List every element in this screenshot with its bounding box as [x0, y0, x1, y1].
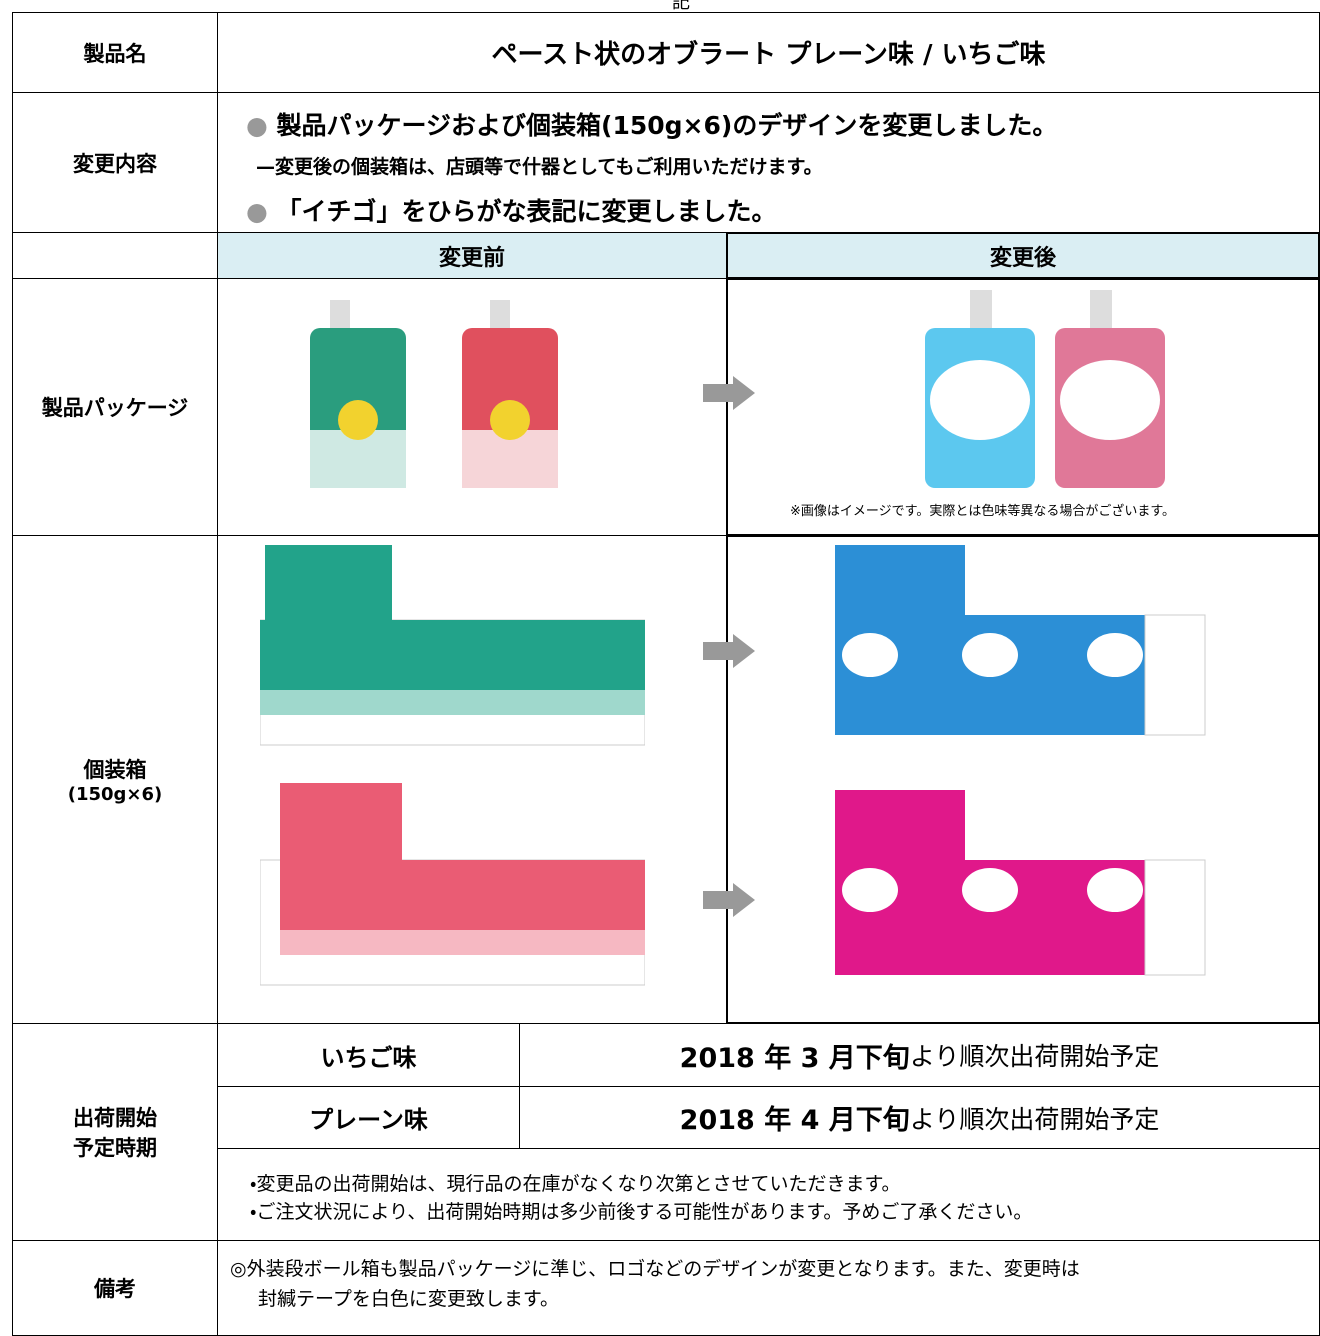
change-item: ● 「イチゴ」をひらがな表記に変更しました。: [246, 192, 777, 228]
text: 「イチゴ」をひらがな表記に変更しました。: [276, 197, 777, 226]
arrow: [703, 634, 755, 668]
label: 製品パッケージ: [12, 278, 218, 536]
new-boxes: [835, 545, 1206, 976]
product-name: ペースト状のオブラート プレーン味 / いちご味: [217, 12, 1320, 93]
label: 製品名: [12, 12, 218, 93]
note: ・変更品の出荷開始は、現行品の在庫がなくなり次第とさせていただきます。: [250, 1173, 901, 1195]
bullet: ●: [246, 111, 268, 140]
suffix: より順次出荷開始予定: [909, 1042, 1160, 1071]
change-item: ● 製品パッケージおよび個装箱(150g×6)のデザインを変更しました。: [246, 106, 1057, 142]
note: ※画像はイメージです。実際とは色味等異なる場合がございます。: [790, 504, 1176, 519]
flavor: いちご味: [217, 1023, 520, 1087]
remark-line: 封緘テープを白色に変更致します。: [258, 1288, 559, 1310]
arrow: [703, 883, 755, 917]
date-cell: 2018 年 4 月下旬 より順次出荷開始予定: [519, 1086, 1320, 1149]
sublabel: (150g×6): [67, 784, 163, 805]
remarks: ◎外装段ボール箱も製品パッケージに準じ、ロゴなどのデザインが変更となります。また…: [230, 1254, 1080, 1314]
date-cell: 2018 年 3 月下旬 より順次出荷開始予定: [519, 1023, 1320, 1087]
remark-line: ◎外装段ボール箱も製品パッケージに準じ、ロゴなどのデザインが変更となります。また…: [230, 1258, 1080, 1280]
arrow: [703, 376, 755, 410]
notes: ・変更品の出荷開始は、現行品の在庫がなくなり次第とさせていただきます。・ご注文状…: [250, 1170, 1032, 1226]
label: 予定時期: [73, 1136, 157, 1160]
column-header: 変更前: [217, 232, 727, 279]
flavor: プレーン味: [217, 1086, 520, 1149]
change-item: —変更後の個装箱は、店頭等で什器としてもご利用いただけます。: [256, 156, 823, 178]
text: 製品パッケージおよび個装箱(150g×6)のデザインを変更しました。: [276, 111, 1058, 140]
new-pouches: [925, 290, 1165, 488]
date: 2018 年 4 月下旬: [679, 1105, 910, 1136]
column-header: 変更後: [726, 232, 1320, 279]
label: 個装箱: [83, 758, 147, 782]
cell: [12, 232, 218, 279]
mark: 記: [672, 0, 690, 13]
label: 出荷開始: [73, 1106, 157, 1130]
label-cell: 個装箱 (150g×6): [12, 535, 218, 1024]
old-pouches: [310, 300, 558, 488]
old-boxes: [260, 545, 645, 986]
label-cell: 出荷開始 予定時期: [12, 1023, 218, 1241]
label: 変更内容: [12, 92, 218, 233]
suffix: より順次出荷開始予定: [909, 1104, 1160, 1134]
bullet: ●: [246, 197, 268, 226]
date: 2018 年 3 月下旬: [679, 1042, 910, 1074]
label: 備考: [12, 1240, 218, 1336]
note: ・ご注文状況により、出荷開始時期は多少前後する可能性があります。予めご了承くださ…: [250, 1201, 1033, 1223]
